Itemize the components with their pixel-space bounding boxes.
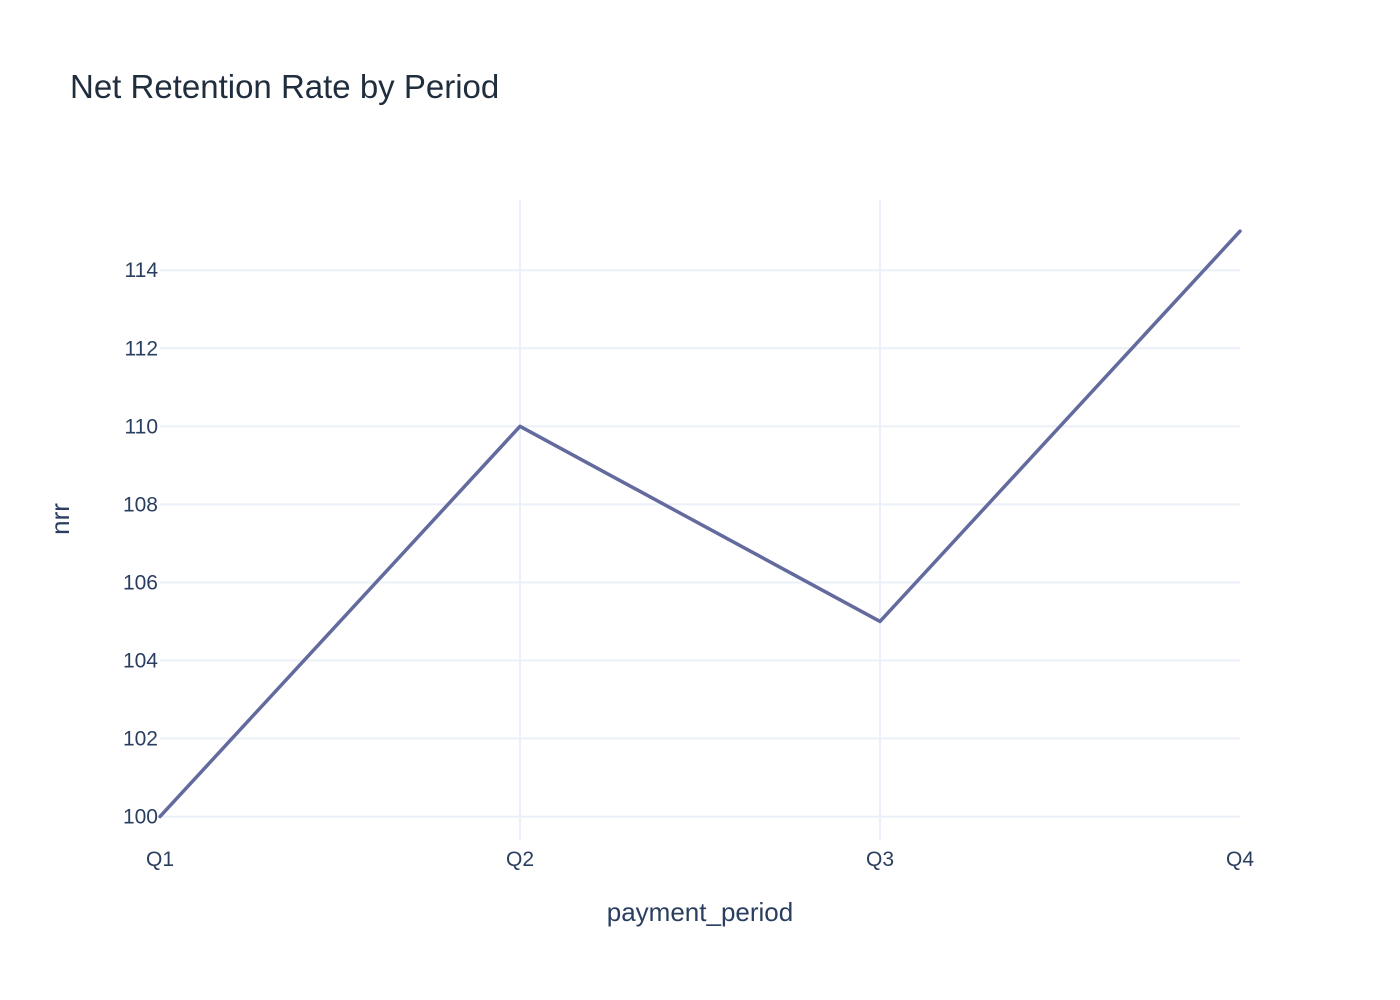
x-tick-label: Q2: [506, 848, 534, 871]
y-tick-label: 108: [123, 493, 158, 516]
y-tick-label: 112: [125, 337, 158, 360]
x-tick-label: Q1: [146, 848, 174, 871]
y-tick-labels: 100 102 104 106 108 110 112 114: [123, 259, 158, 828]
y-tick-label: 104: [123, 649, 158, 672]
y-tick-label: 100: [123, 806, 158, 829]
y-axis-title: nrr: [45, 503, 75, 535]
x-tick-label: Q4: [1226, 848, 1254, 871]
x-tick-label: Q3: [866, 848, 894, 871]
y-tick-label: 106: [123, 571, 158, 594]
chart-title: Net Retention Rate by Period: [70, 68, 500, 105]
y-gridlines: [160, 269, 1240, 818]
x-gridlines: [519, 200, 881, 840]
series-layer: [158, 229, 1242, 819]
x-tick-labels: Q1 Q2 Q3 Q4: [146, 848, 1254, 871]
y-tick-label: 110: [125, 415, 158, 438]
y-tick-label: 102: [123, 728, 158, 751]
x-axis-title: payment_period: [607, 897, 793, 927]
y-tick-label: 114: [125, 259, 159, 282]
series-line: [158, 229, 1242, 819]
